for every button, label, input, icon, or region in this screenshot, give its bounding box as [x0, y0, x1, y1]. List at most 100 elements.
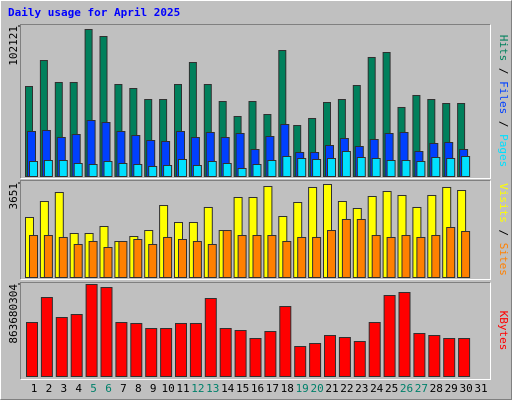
panel-bevel	[20, 24, 491, 179]
bar	[175, 322, 187, 378]
bar	[401, 235, 411, 279]
legend-entry: KBytes	[497, 311, 510, 351]
bar	[207, 161, 217, 177]
panel-bevel	[20, 180, 491, 280]
legend: Visits / Sites	[497, 183, 510, 276]
bar	[222, 163, 232, 178]
panel-bevel	[20, 282, 491, 380]
panel-bevel	[20, 282, 491, 380]
bar	[431, 235, 441, 279]
bar	[458, 338, 471, 377]
bar	[85, 283, 98, 377]
bar	[222, 230, 232, 279]
legend-entry: Pages	[497, 134, 510, 167]
bar	[252, 235, 262, 279]
x-tick-label: 20	[310, 382, 323, 395]
bar	[428, 335, 441, 378]
bar	[327, 230, 336, 279]
bar	[118, 163, 128, 178]
bar	[338, 337, 351, 377]
bar	[371, 235, 381, 279]
chart-title: Daily usage for April 2025	[8, 6, 180, 19]
bar	[249, 338, 262, 377]
panel-bevel	[20, 24, 491, 179]
bar	[446, 158, 456, 177]
bar	[237, 167, 247, 178]
bar	[386, 160, 396, 178]
bar	[324, 335, 336, 378]
bar	[204, 298, 217, 377]
y-tick-label: 102121	[7, 26, 20, 66]
bar	[189, 322, 202, 378]
bar	[413, 332, 426, 378]
bar	[461, 155, 471, 178]
x-tick-label: 23	[355, 382, 368, 395]
bar	[264, 331, 277, 378]
x-tick-label: 8	[135, 382, 142, 395]
x-tick-label: 4	[75, 382, 82, 395]
bar	[40, 297, 53, 377]
x-tick-label: 25	[385, 382, 398, 395]
bar	[43, 160, 53, 178]
bar	[192, 241, 202, 279]
bar	[401, 160, 411, 178]
x-tick-label: 17	[266, 382, 279, 395]
bar	[207, 243, 217, 278]
bar	[309, 342, 322, 377]
x-tick-label: 13	[206, 382, 219, 395]
bar	[148, 165, 158, 178]
legend-separator: /	[497, 114, 510, 134]
bar	[461, 230, 471, 279]
legend: KBytes	[497, 311, 510, 351]
bar	[312, 236, 322, 279]
x-tick-label: 21	[325, 382, 338, 395]
bar	[163, 236, 173, 279]
bar	[26, 322, 38, 377]
x-tick-label: 26	[400, 382, 413, 395]
bar	[178, 159, 187, 177]
bar	[58, 160, 68, 178]
bar	[341, 151, 351, 177]
bar	[252, 163, 262, 177]
bar	[294, 346, 307, 378]
x-tick-label: 1	[31, 382, 38, 395]
bar	[267, 235, 277, 279]
panel-bevel	[20, 180, 491, 280]
legend-separator: /	[497, 61, 510, 81]
x-tick-label: 12	[191, 382, 204, 395]
y-tick-label: 3651	[7, 183, 20, 210]
bar	[353, 340, 366, 377]
x-tick-label: 15	[236, 382, 249, 395]
bar	[416, 236, 426, 279]
bar	[55, 316, 68, 377]
x-tick-label: 10	[161, 382, 174, 395]
x-tick-label: 14	[221, 382, 235, 395]
legend: Hits / Files / Pages	[497, 35, 510, 168]
x-tick-label: 24	[370, 382, 384, 395]
bar	[446, 227, 456, 278]
bar	[327, 158, 336, 177]
bar	[100, 287, 113, 378]
x-tick-label: 29	[445, 382, 458, 395]
bar	[371, 158, 381, 177]
legend-entry: Sites	[497, 243, 510, 276]
bar	[398, 291, 411, 377]
bar	[70, 314, 83, 378]
x-tick-label: 7	[120, 382, 127, 395]
bar	[163, 164, 173, 178]
bar	[431, 156, 441, 177]
bar	[297, 236, 307, 279]
y-tick-label: 863680304	[7, 284, 20, 344]
x-tick-label: 31	[474, 382, 487, 395]
x-tick-label: 22	[340, 382, 353, 395]
legend-entry: Files	[497, 81, 510, 114]
bar	[118, 241, 128, 279]
bar	[160, 328, 173, 377]
x-tick-label: 3	[60, 382, 67, 395]
legend-entry: Visits	[497, 183, 510, 223]
bar	[73, 243, 83, 278]
bar	[115, 322, 128, 377]
x-tick-label: 6	[105, 382, 112, 395]
bar	[267, 160, 277, 178]
